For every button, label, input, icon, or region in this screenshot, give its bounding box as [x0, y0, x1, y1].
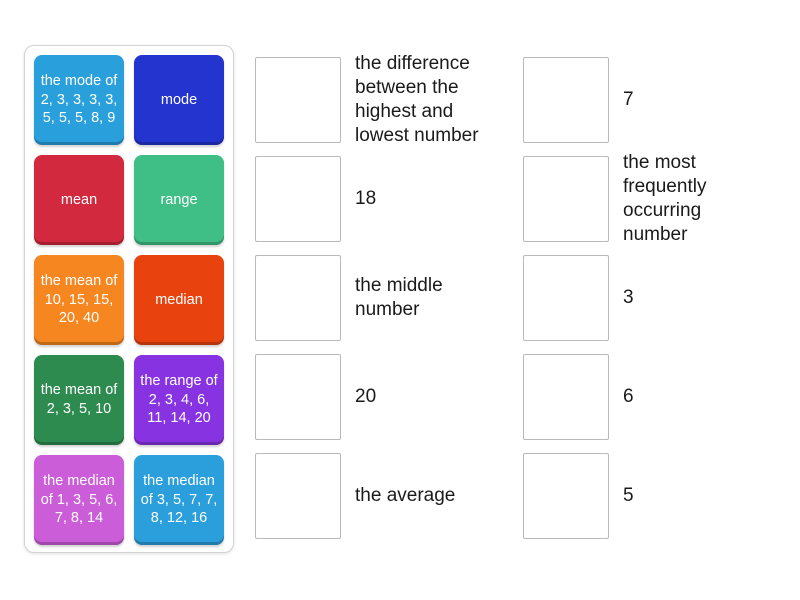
match-label: 20: [355, 385, 377, 407]
match-row: 6: [523, 354, 763, 440]
tile-label: mean: [60, 191, 98, 208]
tile-label: the mean of 10, 15, 15, 20, 40: [40, 272, 118, 327]
tile-8[interactable]: the range of 2, 3, 4, 6, 11, 14, 20: [134, 355, 224, 445]
match-row: the middle number: [255, 255, 495, 341]
match-row: the difference between the highest and l…: [255, 53, 495, 146]
drop-zone[interactable]: [523, 453, 609, 539]
drop-zone[interactable]: [255, 156, 341, 242]
tile-label: the median of 1, 3, 5, 6, 7, 8, 14: [40, 472, 118, 527]
match-row: 3: [523, 255, 763, 341]
drop-zone[interactable]: [523, 57, 609, 143]
tile-label: mode: [160, 91, 198, 108]
match-label: 18: [355, 187, 377, 209]
tile-9[interactable]: the median of 1, 3, 5, 6, 7, 8, 14: [34, 455, 124, 545]
match-label: the most frequently occurring number: [623, 151, 707, 246]
tile-4[interactable]: range: [134, 155, 224, 245]
tile-1[interactable]: the mode of 2, 3, 3, 3, 3, 5, 5, 5, 8, 9: [34, 55, 124, 145]
match-column-right: 7 the most frequently occurring number 3 6 5: [523, 57, 763, 539]
drop-zone[interactable]: [523, 354, 609, 440]
match-label: 5: [623, 484, 634, 506]
drop-zone[interactable]: [255, 57, 341, 143]
match-column-left: the difference between the highest and l…: [255, 53, 495, 539]
tile-6[interactable]: median: [134, 255, 224, 345]
tile-label: the mode of 2, 3, 3, 3, 3, 5, 5, 5, 8, 9: [40, 72, 118, 127]
tile-label: the range of 2, 3, 4, 6, 11, 14, 20: [140, 372, 218, 427]
drop-zone[interactable]: [255, 354, 341, 440]
match-row: 7: [523, 57, 763, 143]
tile-panel: the mode of 2, 3, 3, 3, 3, 5, 5, 5, 8, 9…: [24, 45, 234, 553]
tile-label: range: [160, 191, 198, 208]
tile-10[interactable]: the median of 3, 5, 7, 7, 8, 12, 16: [134, 455, 224, 545]
tile-2[interactable]: mode: [134, 55, 224, 145]
match-label: the average: [355, 484, 456, 506]
match-label: the middle number: [355, 274, 443, 320]
match-label: the difference between the highest and l…: [355, 52, 479, 147]
match-label: 3: [623, 286, 634, 308]
match-row: 18: [255, 156, 495, 242]
match-label: 7: [623, 88, 634, 110]
tile-5[interactable]: the mean of 10, 15, 15, 20, 40: [34, 255, 124, 345]
tile-7[interactable]: the mean of 2, 3, 5, 10: [34, 355, 124, 445]
tile-3[interactable]: mean: [34, 155, 124, 245]
tile-label: the mean of 2, 3, 5, 10: [40, 382, 118, 417]
drop-zone[interactable]: [255, 255, 341, 341]
match-row: the average: [255, 453, 495, 539]
drop-zone[interactable]: [523, 156, 609, 242]
match-row: 20: [255, 354, 495, 440]
match-row: the most frequently occurring number: [523, 152, 763, 245]
drop-zone[interactable]: [255, 453, 341, 539]
match-row: 5: [523, 453, 763, 539]
tile-label: median: [155, 291, 203, 308]
match-label: 6: [623, 385, 634, 407]
tile-label: the median of 3, 5, 7, 7, 8, 12, 16: [140, 472, 218, 527]
drop-zone[interactable]: [523, 255, 609, 341]
